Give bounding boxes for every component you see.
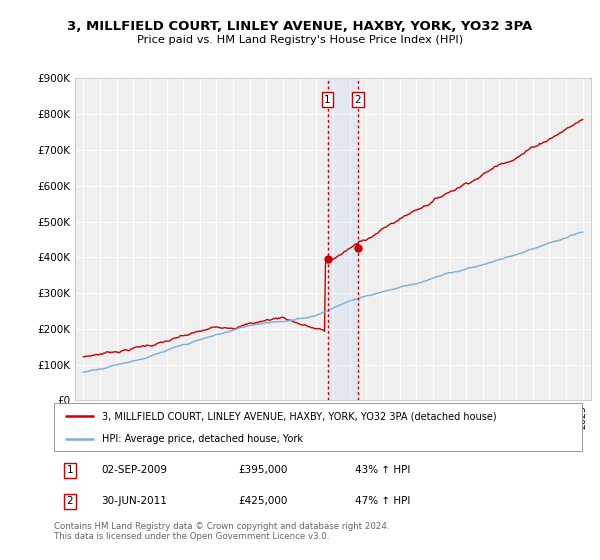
Text: 02-SEP-2009: 02-SEP-2009 <box>101 465 167 475</box>
Bar <box>328 78 358 400</box>
Text: Price paid vs. HM Land Registry's House Price Index (HPI): Price paid vs. HM Land Registry's House … <box>137 35 463 45</box>
Text: 1: 1 <box>67 465 73 475</box>
Text: Contains HM Land Registry data © Crown copyright and database right 2024.
This d: Contains HM Land Registry data © Crown c… <box>54 522 389 542</box>
Text: 3, MILLFIELD COURT, LINLEY AVENUE, HAXBY, YORK, YO32 3PA: 3, MILLFIELD COURT, LINLEY AVENUE, HAXBY… <box>67 20 533 32</box>
Text: 2: 2 <box>67 497 73 506</box>
Text: 47% ↑ HPI: 47% ↑ HPI <box>355 497 410 506</box>
Text: HPI: Average price, detached house, York: HPI: Average price, detached house, York <box>101 434 302 444</box>
Text: 30-JUN-2011: 30-JUN-2011 <box>101 497 167 506</box>
FancyBboxPatch shape <box>54 403 582 451</box>
Text: 43% ↑ HPI: 43% ↑ HPI <box>355 465 410 475</box>
Text: £395,000: £395,000 <box>239 465 288 475</box>
Text: 2: 2 <box>355 95 361 105</box>
Text: £425,000: £425,000 <box>239 497 288 506</box>
Text: 1: 1 <box>324 95 331 105</box>
Text: 3, MILLFIELD COURT, LINLEY AVENUE, HAXBY, YORK, YO32 3PA (detached house): 3, MILLFIELD COURT, LINLEY AVENUE, HAXBY… <box>101 411 496 421</box>
